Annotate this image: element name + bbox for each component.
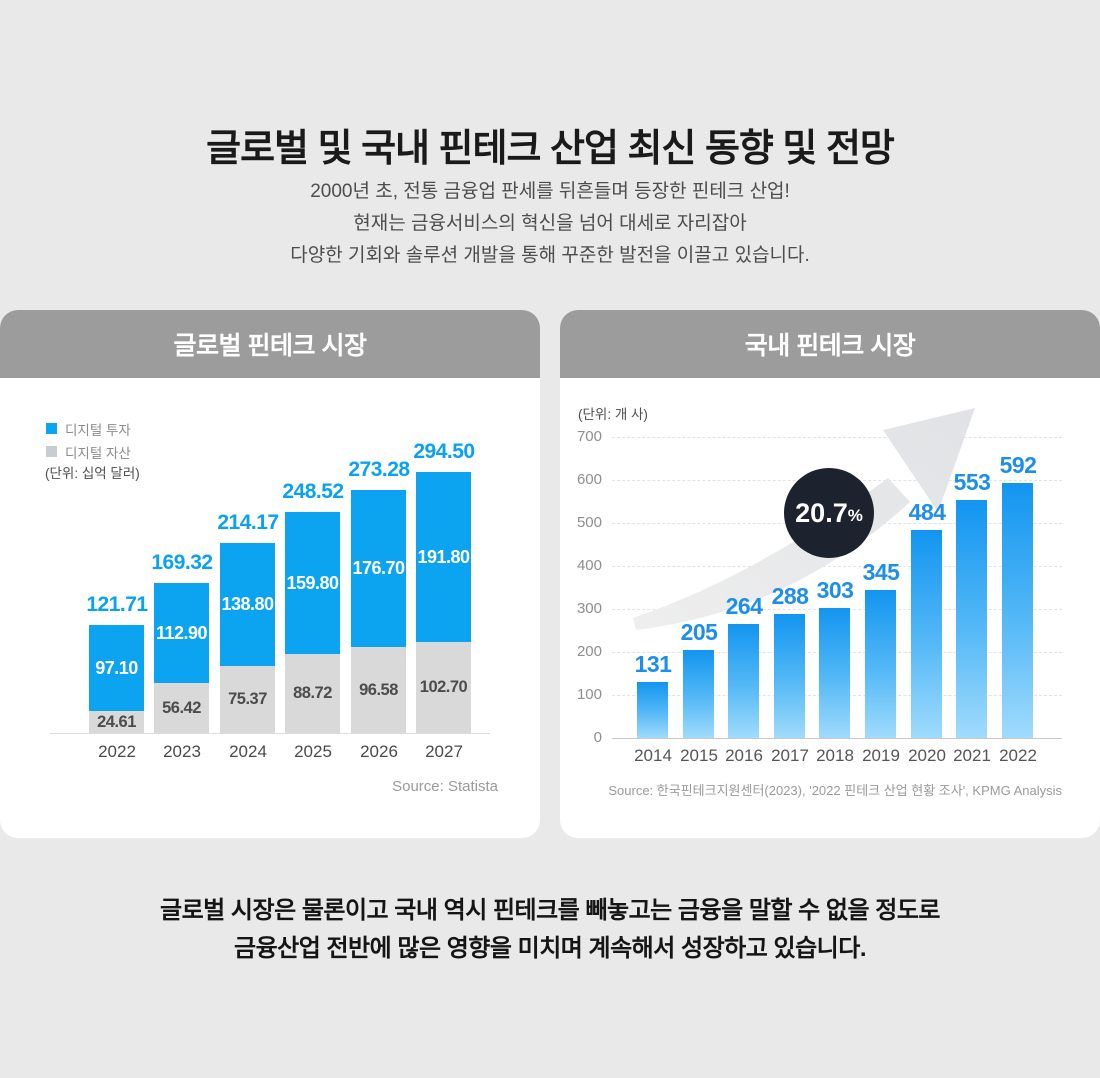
unit-label-global: (단위: 십억 달러)	[45, 466, 140, 481]
unit-label-domestic: (단위: 개 사)	[578, 407, 648, 422]
legend-swatch-assets-icon	[46, 446, 57, 457]
bar-segment-digital-investment: 138.80	[220, 543, 275, 666]
x-axis-tick-label: 2026	[360, 742, 398, 761]
bar-total-label: 121.71	[86, 593, 148, 616]
bar-total-label: 248.52	[282, 480, 344, 503]
y-axis-tick-label: 0	[593, 729, 602, 746]
stacked-bar-2027: 191.80 102.70	[416, 472, 471, 733]
y-axis-tick-label: 100	[576, 686, 602, 703]
closing-line: 금융산업 전반에 많은 영향을 미치며 계속해서 성장하고 있습니다.	[233, 935, 867, 962]
source-global: Source: Statista	[392, 778, 498, 795]
stacked-bar-2022: 97.10 24.61	[89, 625, 144, 733]
x-axis-tick-label: 2014	[634, 746, 672, 765]
bar-total-label: 169.32	[151, 551, 213, 574]
subtitle-line: 다양한 기회와 솔루션 개발을 통해 꾸준한 발전을 이끌고 있습니다.	[290, 245, 810, 266]
bar-2018	[819, 608, 850, 738]
growth-rate-badge: 20.7%	[784, 468, 874, 558]
bar-value-label: 288	[771, 583, 809, 609]
legend-label: 디지털 투자	[65, 422, 131, 438]
stacked-bar-2025: 159.80 88.72	[285, 512, 340, 733]
gridline	[612, 437, 1062, 438]
bar-segment-digital-assets: 56.42	[154, 683, 209, 733]
page-subtitle: 2000년 초, 전통 금융업 판세를 뒤흔들며 등장한 핀테크 산업! 현재는…	[0, 176, 1100, 272]
bar-2021	[956, 500, 987, 738]
bar-value-label: 345	[862, 559, 900, 585]
x-axis-tick-label: 2020	[908, 746, 946, 765]
bar-total-label: 273.28	[348, 458, 410, 481]
bar-total-label: 294.50	[413, 440, 475, 463]
gridline	[612, 566, 1062, 567]
closing-statement: 글로벌 시장은 물론이고 국내 역시 핀테크를 빼놓고는 금융을 말할 수 없을…	[0, 892, 1100, 968]
bar-2022	[1002, 483, 1033, 738]
domestic-chart-header: 국내 핀테크 시장	[560, 310, 1100, 378]
growth-rate-value: 20.7	[795, 497, 848, 528]
x-axis-tick-label: 2022	[98, 742, 136, 761]
bar-segment-digital-investment: 97.10	[89, 625, 144, 711]
x-axis-tick-label: 2027	[425, 742, 463, 761]
bar-value-label: 484	[908, 499, 946, 525]
bar-value-label: 131	[634, 651, 672, 677]
bar-value-label: 303	[816, 577, 854, 603]
stacked-bar-2024: 138.80 75.37	[220, 543, 275, 733]
percent-sign: %	[847, 505, 863, 525]
page-title: 글로벌 및 국내 핀테크 산업 최신 동향 및 전망	[206, 128, 895, 171]
source-domestic: Source: 한국핀테크지원센터(2023), '2022 핀테크 산업 현황…	[608, 783, 1062, 798]
bar-2016	[728, 624, 759, 738]
y-axis-tick-label: 600	[576, 471, 602, 488]
x-axis-tick-label: 2025	[294, 742, 332, 761]
domestic-fintech-card: 국내 핀테크 시장 (단위: 개 사) 20.7% 0 100 200 300 400 5…	[560, 310, 1100, 838]
x-axis-tick-label: 2021	[953, 746, 991, 765]
legend-label: 디지털 자산	[65, 445, 131, 461]
x-axis-tick-label: 2015	[680, 746, 718, 765]
subtitle-line: 2000년 초, 전통 금융업 판세를 뒤흔들며 등장한 핀테크 산업!	[310, 181, 790, 202]
y-axis-tick-label: 400	[576, 557, 602, 574]
bar-segment-digital-investment: 191.80	[416, 472, 471, 642]
x-axis-tick-label: 2024	[229, 742, 267, 761]
bar-value-label: 592	[999, 452, 1037, 478]
bar-segment-digital-assets: 24.61	[89, 711, 144, 733]
legend-item-assets: 디지털 자산	[46, 440, 131, 463]
bar-segment-digital-investment: 176.70	[351, 490, 406, 647]
closing-line: 글로벌 시장은 물론이고 국내 역시 핀테크를 빼놓고는 금융을 말할 수 없을…	[160, 897, 941, 924]
global-fintech-card: 글로벌 핀테크 시장 디지털 투자 디지털 자산 (단위: 십억 달러) 97.…	[0, 310, 540, 838]
bar-total-label: 214.17	[217, 511, 279, 534]
global-chart-header: 글로벌 핀테크 시장	[0, 310, 540, 378]
bar-2019	[865, 590, 896, 738]
y-axis-tick-label: 300	[576, 600, 602, 617]
bar-segment-digital-assets: 102.70	[416, 642, 471, 733]
bar-2020	[911, 530, 942, 738]
y-axis-tick-label: 200	[576, 643, 602, 660]
global-stacked-bar-chart: 97.10 24.61 121.71 112.90 56.42 169.32 138.80 7…	[86, 310, 475, 733]
bar-2014	[637, 682, 668, 738]
bar-segment-digital-investment: 159.80	[285, 512, 340, 654]
x-axis-tick-label: 2023	[163, 742, 201, 761]
bar-segment-digital-assets: 75.37	[220, 666, 275, 733]
x-axis-tick-label: 2018	[816, 746, 854, 765]
domestic-bar-chart: 20.7% 0 100 200 300 400 500 600 700 131 2014 205 20…	[560, 310, 1100, 838]
stacked-bar-2023: 112.90 56.42	[154, 583, 209, 733]
legend-item-investment: 디지털 투자	[46, 417, 131, 440]
bar-segment-digital-assets: 88.72	[285, 654, 340, 733]
bar-2017	[774, 614, 805, 738]
bar-value-label: 205	[680, 619, 718, 645]
x-axis-tick-label: 2017	[771, 746, 809, 765]
x-axis-line	[612, 738, 1062, 739]
x-axis-tick-label: 2019	[862, 746, 900, 765]
legend-swatch-investment-icon	[46, 423, 57, 434]
growth-arrow-icon	[633, 408, 975, 630]
bar-segment-digital-investment: 112.90	[154, 583, 209, 683]
x-axis-line	[50, 733, 490, 734]
bar-2015	[683, 650, 714, 738]
subtitle-line: 현재는 금융서비스의 혁신을 넘어 대세로 자리잡아	[353, 213, 747, 234]
y-axis-tick-label: 700	[576, 428, 602, 445]
stacked-bar-2026: 176.70 96.58	[351, 490, 406, 733]
bar-value-label: 264	[725, 593, 763, 619]
y-axis-tick-label: 500	[576, 514, 602, 531]
chart-legend: 디지털 투자 디지털 자산	[46, 417, 131, 463]
x-axis-tick-label: 2022	[999, 746, 1037, 765]
bar-value-label: 553	[953, 469, 991, 495]
bar-segment-digital-assets: 96.58	[351, 647, 406, 733]
x-axis-tick-label: 2016	[725, 746, 763, 765]
